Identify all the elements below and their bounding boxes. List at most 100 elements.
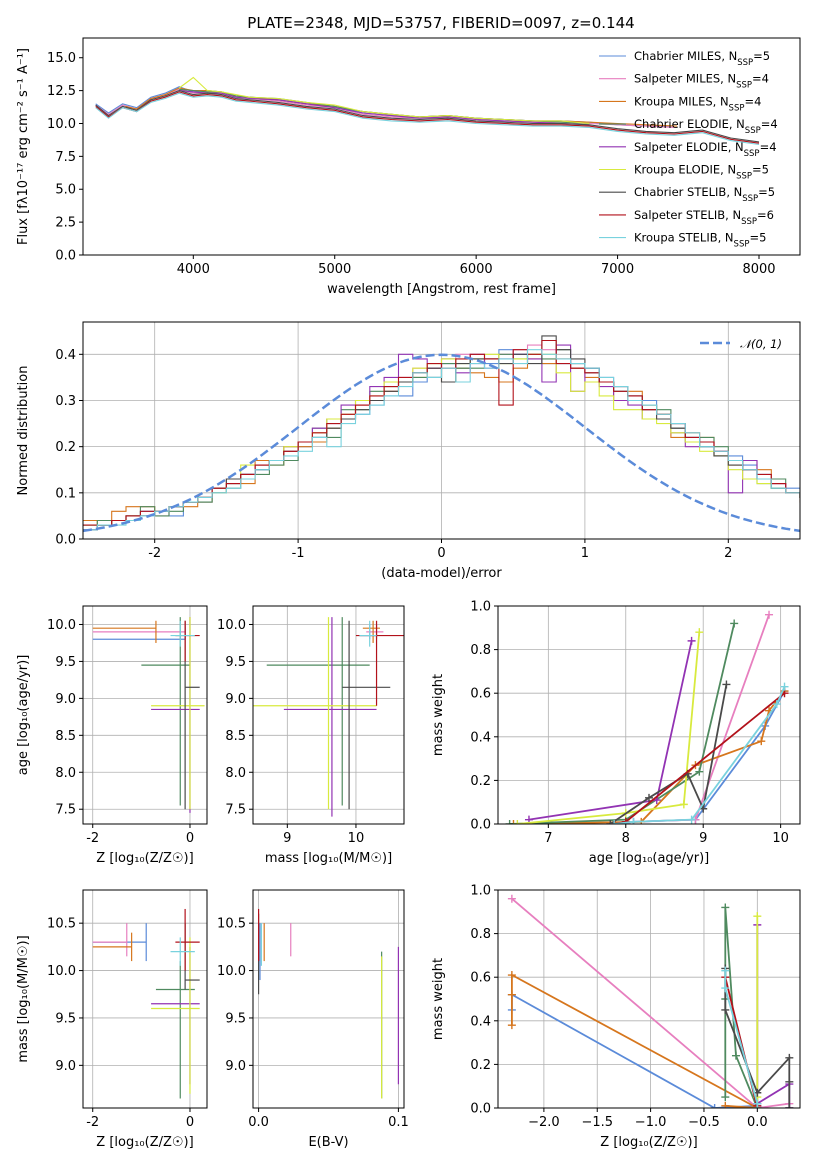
weight-marker	[507, 990, 516, 999]
weight_vs_age-panel: 7 8 9 10 0.0 0.2 0.4 0.6 0.8 1.0 age [log₁₀(age/yr…	[431, 600, 801, 866]
x-tick-label: -2	[86, 1115, 99, 1130]
weight-marker	[721, 966, 730, 975]
weight-marker	[785, 1053, 794, 1062]
x-tick-label: 9	[283, 831, 291, 846]
errorbar-kroupa-stelib	[170, 620, 195, 647]
residuals-plot-area	[83, 335, 800, 533]
x-tick-label: 7000	[601, 262, 634, 277]
y-tick-label: 10.0	[47, 964, 76, 979]
weight-series-chabrier-stelib	[606, 680, 731, 824]
legend-entry-gaussian: 𝒩(0, 1)	[740, 337, 782, 351]
x-tick-label: 5000	[318, 262, 351, 277]
y-tick-label: 10.0	[47, 117, 76, 132]
weight_vs_age-plot-area	[505, 610, 789, 824]
figure-title: PLATE=2348, MJD=53757, FIBERID=0097, z=0…	[247, 14, 634, 32]
weight-marker	[722, 680, 731, 689]
y-tick-label: 0.4	[55, 348, 76, 363]
y-tick-label: 1.0	[470, 884, 491, 899]
x-tick-label: 7	[544, 831, 552, 846]
y-tick-label: 7.5	[55, 150, 76, 165]
y-tick-label: 2.5	[55, 216, 76, 231]
x-tick-label: 0	[437, 546, 445, 561]
x-tick-label: −1.5	[581, 1115, 613, 1130]
weight-marker	[721, 1101, 730, 1108]
weight-marker	[645, 793, 653, 802]
weight-marker	[695, 628, 704, 637]
age_vs_mass-plot-area	[253, 617, 404, 817]
age_vs_Z-panel: -2 0 7.5 8.0 8.5 9.0 9.5 10.0 Z [log₁₀(Z/Z☉)] age…	[16, 605, 208, 866]
weight-series-chabrier-elodie	[505, 619, 739, 824]
weight-marker	[610, 820, 619, 824]
weight-marker	[780, 682, 789, 691]
x-tick-label: 2	[724, 546, 732, 561]
y-tick-label: 0.4	[470, 1014, 491, 1029]
y-tick-label: 10.0	[217, 618, 246, 633]
weight-series-kroupa-stelib	[721, 966, 762, 1108]
errorbar-kroupa-elodie	[253, 617, 377, 810]
errorbar-kroupa-miles	[92, 620, 157, 643]
y-tick-label: 10.5	[217, 917, 246, 932]
errorbar-chabrier-elodie	[141, 617, 190, 806]
x-tick-label: 6000	[460, 262, 493, 277]
y-tick-label: 9.0	[55, 692, 76, 707]
y-tick-label: 0.0	[55, 249, 76, 264]
y-tick-label: 10.0	[47, 618, 76, 633]
errorbar-salpeter-stelib	[175, 908, 200, 971]
spectrum-ylabel: Flux [fλ10⁻¹⁷ erg cm⁻² s⁻¹ A⁻¹]	[16, 48, 31, 245]
weight-marker	[606, 820, 615, 824]
age_vs_Z-ylabel: age [log₁₀(age/yr)]	[16, 655, 31, 776]
errorbar-kroupa-stelib	[170, 937, 195, 966]
y-tick-label: 0.0	[55, 533, 76, 548]
weight_vs_Z-plot-area	[507, 894, 794, 1108]
y-tick-label: 5.0	[55, 183, 76, 198]
weight-marker	[679, 800, 688, 809]
weight-marker	[721, 1093, 730, 1102]
y-tick-label: 9.5	[225, 655, 246, 670]
y-tick-label: 0.6	[470, 687, 491, 702]
weight-marker	[687, 815, 696, 824]
mass_vs_Z-xlabel: Z [log₁₀(Z/Z☉)]	[96, 1135, 193, 1150]
y-tick-label: 12.5	[47, 84, 76, 99]
mass_vs_Z-plot-area	[92, 908, 200, 1099]
x-tick-label: 0	[186, 1115, 194, 1130]
errorbar-chabrier-stelib	[342, 620, 391, 810]
spectrum-series-salpeter-stelib	[95, 91, 760, 144]
weight_vs_Z-ylabel: mass weight	[431, 958, 446, 1040]
y-tick-label: 0.2	[55, 440, 76, 455]
spectrum-plot-area	[95, 76, 760, 146]
weight-marker	[721, 984, 730, 993]
x-tick-label: −0.5	[688, 1115, 720, 1130]
errorbar-kroupa-miles	[92, 932, 133, 962]
weight-marker	[753, 912, 762, 921]
weight-series-kroupa-miles	[507, 971, 762, 1108]
y-tick-label: 9.0	[55, 1059, 76, 1074]
residuals-ylabel: Normed distribution	[16, 366, 31, 496]
y-tick-label: 0.6	[470, 971, 491, 986]
mass_vs_EBV-panel: 0.0 0.1 9.0 9.5 10.0 10.5 E(B-V)	[217, 889, 409, 1150]
age_vs_Z-plot-area	[92, 617, 205, 813]
weight-marker	[687, 636, 696, 645]
weight-marker	[785, 1104, 794, 1108]
y-tick-label: 0.8	[470, 643, 491, 658]
residuals-panel: 𝒩(0, 1) -2 -1 0 1 2 0.0 0.1 0.2 0.3 0.4 (data-model…	[16, 321, 801, 581]
weight-line	[517, 632, 701, 824]
weight-series-kroupa-stelib	[610, 682, 789, 824]
weight_vs_age-frame	[497, 605, 801, 825]
x-tick-label: 8000	[742, 262, 775, 277]
weight-marker	[513, 820, 522, 824]
y-tick-label: 0.2	[470, 774, 491, 789]
gaussian-curve	[83, 353, 800, 533]
weight_vs_Z-xlabel: Z [log₁₀(Z/Z☉)]	[600, 1135, 697, 1150]
x-tick-label: 8	[622, 831, 630, 846]
errorbar-kroupa-elodie	[151, 617, 205, 810]
x-tick-label: −2.0	[528, 1115, 560, 1130]
x-tick-label: 0.0	[747, 1115, 768, 1130]
weight-marker	[507, 1021, 516, 1030]
weight_vs_age-ylabel: mass weight	[431, 674, 446, 756]
weight_vs_age-xlabel: age [log₁₀(age/yr)]	[589, 851, 710, 866]
errorbar-salpeter-elodie	[283, 617, 377, 817]
age_vs_mass-xlabel: mass [log₁₀(M/M☉)]	[265, 851, 392, 866]
spectrum-series-salpeter-elodie	[179, 90, 590, 126]
weight-marker	[505, 820, 514, 824]
